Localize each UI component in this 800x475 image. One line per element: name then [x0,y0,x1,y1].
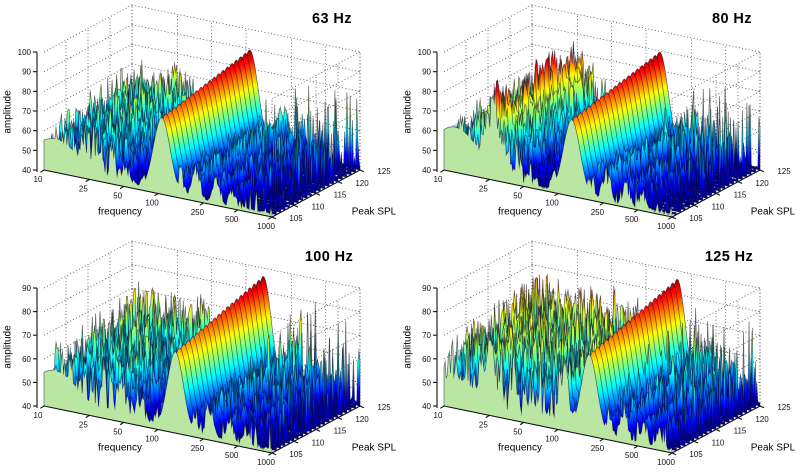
x-axis-label-2: frequency [498,206,542,218]
subplot-title-100hz: 100 Hz [304,249,354,265]
z-axis-label-3: amplitude [2,325,14,369]
x-axis-label-4: frequency [498,442,542,454]
y-axis-label-3: Peak SPL [351,442,397,454]
z-axis-label-1: amplitude [2,90,14,134]
y-axis-label-1: Peak SPL [351,206,397,218]
z-axis-label-4: amplitude [402,325,414,369]
z-axis-label-2: amplitude [402,90,414,134]
subplot-title-63hz: 63 Hz [312,11,352,27]
x-axis-label-1: frequency [98,206,142,218]
subplot-title-125hz: 125 Hz [704,249,754,265]
y-axis-label-2: Peak SPL [750,206,796,218]
x-axis-label-3: frequency [98,442,142,454]
y-axis-label-4: Peak SPL [750,442,796,454]
subplot-title-80hz: 80 Hz [712,11,752,27]
